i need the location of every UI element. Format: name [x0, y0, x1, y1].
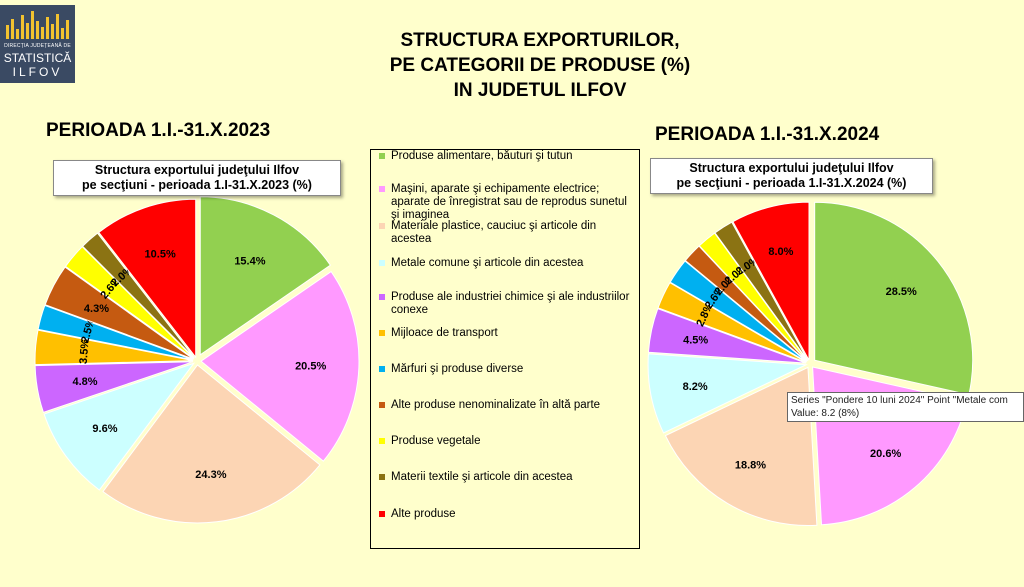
- pie-data-label: 20.5%: [295, 361, 326, 373]
- legend-item: Materii textile şi articole din acestea: [379, 471, 635, 484]
- legend-label: Materii textile şi articole din acestea: [391, 471, 573, 483]
- chart-title-2023: Structura exportului judeţului Ilfov pe s…: [53, 160, 341, 196]
- legend-item: Metale comune şi articole din acestea: [379, 257, 635, 270]
- legend-label: Alte produse nenominalizate în altă part…: [391, 399, 601, 411]
- legend-swatch: [379, 186, 385, 192]
- pie-slice[interactable]: [34, 329, 194, 366]
- pie-slice[interactable]: [698, 232, 808, 362]
- pie-data-label: 24.3%: [195, 469, 226, 481]
- pie-slice[interactable]: [669, 260, 808, 363]
- legend-label: Alte produse: [391, 508, 456, 520]
- pie-slice[interactable]: [732, 201, 810, 361]
- period-right-heading: PERIOADA 1.I.-31.X.2024: [655, 124, 880, 145]
- pie-slice[interactable]: [812, 366, 968, 526]
- pie-data-label: 15.4%: [234, 255, 265, 267]
- pie-data-label: 18.8%: [735, 460, 766, 472]
- legend: Produse alimentare, băuturi şi tutun Maşi…: [370, 149, 640, 549]
- pie-slice[interactable]: [43, 362, 196, 491]
- pie-slice[interactable]: [81, 232, 195, 359]
- pie-data-label: 4.8%: [72, 376, 97, 388]
- pie-data-label: 4.5%: [683, 335, 708, 347]
- chart-title-line2: pe secţiuni - perioada 1.I-31.X.2023 (%): [82, 178, 312, 192]
- chart-title-2024-text: Structura exportului judeţului Ilfov pe s…: [655, 161, 928, 191]
- pie-slice[interactable]: [37, 304, 194, 361]
- legend-swatch: [379, 511, 385, 517]
- title-line3: IN JUDETUL ILFOV: [453, 80, 627, 101]
- pie-slice[interactable]: [199, 196, 332, 356]
- pie-data-label: 8.2%: [683, 381, 708, 393]
- pie-slice[interactable]: [664, 366, 818, 526]
- chart-title-line1: Structura exportului judeţului Ilfov: [94, 163, 300, 177]
- pie-slice[interactable]: [714, 221, 809, 361]
- pie-data-label: 4.3%: [84, 303, 109, 315]
- pie-slice[interactable]: [34, 361, 194, 414]
- legend-swatch: [379, 474, 385, 480]
- tooltip-line2: Value: 8.2 (8%): [791, 408, 860, 419]
- title-line1: STRUCTURA EXPORTURILOR,: [400, 30, 680, 51]
- legend-label: Produse vegetale: [391, 435, 481, 447]
- pie-slice[interactable]: [647, 353, 808, 434]
- chart-title-2023-text: Structura exportului judeţului Ilfov pe s…: [58, 163, 336, 193]
- pie-2024: 28.5%20.6%18.8%8.2%4.5%2.8%2.6%2.0%2.0%2…: [647, 201, 974, 526]
- legend-item: Produse ale industriei chimice şi ale in…: [379, 291, 635, 317]
- chart-title-line2: pe secţiuni - perioada 1.I-31.X.2024 (%): [676, 176, 907, 190]
- period-left-heading: PERIOADA 1.I.-31.X.2023: [46, 120, 271, 141]
- legend-label: Materiale plastice, cauciuc şi articole …: [391, 220, 597, 245]
- pie-data-label: 10.5%: [145, 248, 176, 260]
- legend-label: Maşini, aparate şi echipamente electrice…: [391, 183, 627, 221]
- pie-slice[interactable]: [200, 270, 360, 462]
- legend-swatch: [379, 438, 385, 444]
- logo-bars-icon: [6, 11, 69, 39]
- legend-swatch: [379, 153, 385, 159]
- legend-swatch: [379, 366, 385, 372]
- legend-item: Mijloace de transport: [379, 327, 635, 340]
- pie-slice[interactable]: [98, 198, 197, 359]
- legend-item: Alte produse nenominalizate în altă part…: [379, 399, 635, 412]
- pie-data-label: 28.5%: [886, 286, 917, 298]
- legend-item: Produse vegetale: [379, 435, 635, 448]
- logo: DIRECȚIA JUDEȚEANĂ DE STATISTICĂ ILFOV: [0, 5, 75, 83]
- logo-line1: DIRECȚIA JUDEȚEANĂ DE: [4, 43, 71, 49]
- pie-slice[interactable]: [814, 201, 974, 396]
- chart-title-2024: Structura exportului judeţului Ilfov pe s…: [650, 158, 933, 194]
- chart-tooltip: Series "Pondere 10 luni 2024" Point "Met…: [787, 392, 1024, 422]
- legend-swatch: [379, 260, 385, 266]
- legend-item: Alte produse: [379, 508, 635, 521]
- main-title: STRUCTURA EXPORTURILOR, PE CATEGORII DE …: [320, 28, 760, 103]
- pie-2023: 15.4%20.5%24.3%9.6%4.8%3.5%2.5%4.3%2.6%2…: [34, 196, 360, 524]
- legend-label: Mărfuri şi produse diverse: [391, 363, 524, 375]
- pie-data-label: 9.6%: [92, 423, 117, 435]
- logo-line2: STATISTICĂ: [3, 51, 72, 65]
- legend-item: Maşini, aparate şi echipamente electrice…: [379, 183, 635, 222]
- legend-swatch: [379, 223, 385, 229]
- pie-data-label: 3.5%: [78, 338, 92, 364]
- legend-item: Mărfuri şi produse diverse: [379, 363, 635, 376]
- pie-data-label: 20.6%: [870, 448, 901, 460]
- legend-swatch: [379, 330, 385, 336]
- pie-slice[interactable]: [647, 308, 807, 364]
- title-line2: PE CATEGORII DE PRODUSE (%): [389, 55, 691, 76]
- pie-slice[interactable]: [44, 266, 194, 360]
- legend-label: Metale comune şi articole din acestea: [391, 257, 584, 269]
- legend-swatch: [379, 294, 385, 300]
- legend-label: Produse ale industriei chimice şi ale in…: [391, 291, 630, 316]
- legend-label: Mijloace de transport: [391, 327, 498, 339]
- tooltip-line1: Series "Pondere 10 luni 2024" Point "Met…: [791, 395, 1008, 406]
- pie-data-label: 8.0%: [768, 246, 793, 258]
- pie-slice[interactable]: [64, 245, 195, 359]
- legend-swatch: [379, 402, 385, 408]
- pie-slice[interactable]: [102, 364, 321, 524]
- legend-item: Materiale plastice, cauciuc şi articole …: [379, 220, 635, 246]
- chart-title-line1: Structura exportului judeţului Ilfov: [689, 161, 894, 175]
- logo-line3: ILFOV: [12, 65, 63, 79]
- legend-item: Produse alimentare, băuturi şi tutun: [379, 150, 635, 163]
- pie-slice[interactable]: [684, 245, 808, 362]
- legend-label: Produse alimentare, băuturi şi tutun: [391, 150, 573, 162]
- pie-slice[interactable]: [657, 282, 807, 363]
